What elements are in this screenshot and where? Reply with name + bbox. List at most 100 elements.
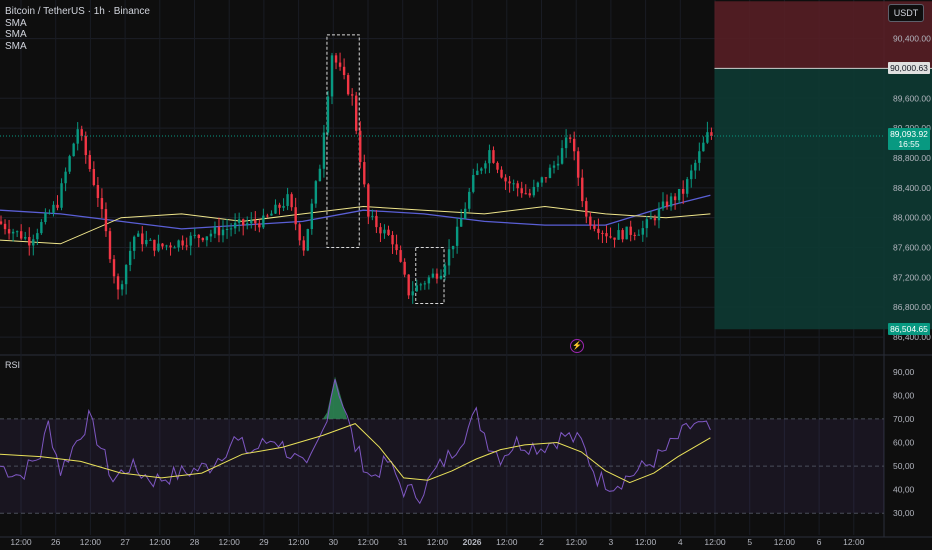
currency-button[interactable]: USDT [888, 4, 924, 22]
candle-body [524, 193, 527, 195]
price-tick-label: 86,400.00 [893, 332, 931, 342]
candle-body [149, 239, 152, 241]
rsi-tick-label: 80,00 [893, 390, 915, 400]
candle-body [201, 238, 205, 241]
candle-body [681, 188, 685, 194]
candle-body [80, 129, 83, 137]
candle-body [92, 169, 96, 186]
position-zones[interactable] [714, 1, 932, 330]
candle-body [60, 183, 63, 208]
candle-body [427, 277, 431, 284]
candle-body [520, 188, 523, 194]
candle-body [536, 182, 540, 187]
candle-body [504, 177, 507, 182]
rsi-label[interactable]: RSI [5, 360, 21, 370]
candle-body [153, 239, 156, 251]
candle-body [407, 274, 410, 296]
candle-body [443, 265, 447, 276]
candle-body [371, 215, 374, 217]
highlight-box [326, 34, 360, 249]
candle-body [213, 227, 217, 234]
symbol-title[interactable]: Bitcoin / TetherUS · 1h · Binance [5, 6, 150, 17]
sma-lines [0, 194, 711, 245]
candle-body [484, 163, 487, 169]
candle-body [209, 233, 213, 237]
candle-body [133, 236, 136, 251]
candle-body [44, 212, 47, 223]
lightning-icon[interactable]: ⚡ [570, 339, 584, 353]
candle-body [116, 276, 120, 290]
candle-body [669, 196, 673, 207]
candle-body [451, 245, 455, 250]
time-tick-label: 29 [259, 537, 269, 547]
candle-body [128, 250, 132, 266]
candle-body [581, 177, 584, 202]
candle-body [431, 273, 435, 278]
candle-body [241, 219, 245, 226]
candle-body [205, 236, 209, 241]
candle-body [577, 151, 580, 178]
sma-indicator-1[interactable]: SMA [5, 17, 27, 29]
candles [0, 52, 713, 304]
candle-body [197, 234, 200, 239]
candle-body [225, 228, 229, 230]
candle-body [694, 162, 697, 171]
candle-body [157, 243, 160, 251]
candle-body [290, 194, 293, 208]
candle-body [645, 219, 649, 229]
candle-body [52, 204, 55, 213]
candle-body [609, 236, 612, 238]
candle-body [104, 209, 108, 232]
time-tick-label: 12:00 [80, 537, 102, 547]
candle-body [169, 245, 172, 248]
candle-body [464, 208, 467, 219]
candle-body [468, 191, 471, 209]
candle-body [585, 201, 588, 217]
candle-body [64, 171, 67, 184]
sma-fast-line [0, 205, 711, 245]
candle-body [298, 224, 301, 241]
candle-body [145, 240, 148, 245]
candle-body [395, 244, 398, 251]
time-tick-label: 5 [747, 537, 752, 547]
candle-body [399, 250, 402, 262]
candle-body [36, 233, 39, 240]
candle-body [572, 138, 576, 152]
candle-body [379, 227, 382, 234]
candle-body [568, 137, 572, 139]
candle-body [508, 181, 511, 184]
rsi-ma-line [0, 423, 711, 484]
candle-body [189, 235, 192, 246]
candle-body [605, 233, 608, 237]
countdown-value: 16:55 [898, 139, 920, 150]
candle-body [419, 284, 422, 286]
candle-body [447, 249, 451, 266]
rsi-tick-label: 90,00 [893, 367, 915, 377]
time-tick-label: 4 [678, 537, 683, 547]
candle-body [439, 275, 443, 279]
candle-body [120, 284, 124, 290]
candle-body [56, 204, 59, 208]
sma-indicator-3[interactable]: SMA [5, 40, 27, 52]
candle-body [423, 283, 427, 285]
candle-body [24, 237, 27, 239]
candle-body [266, 215, 269, 217]
candle-body [459, 218, 463, 227]
candle-body [350, 94, 354, 96]
time-tick-label: 12:00 [566, 537, 588, 547]
candle-body [621, 230, 624, 240]
candle-body [72, 143, 75, 157]
candle-body [455, 226, 459, 246]
candle-body [262, 215, 265, 228]
sma-indicator-2[interactable]: SMA [5, 29, 27, 40]
candle-body [556, 163, 560, 166]
candle-body [411, 291, 414, 296]
candle-body [476, 170, 479, 176]
candle-body [552, 165, 556, 168]
candle-body [500, 169, 503, 178]
candle-body [673, 196, 677, 201]
price-tick-label: 87,200.00 [893, 272, 931, 282]
candle-body [282, 205, 285, 208]
candle-body [302, 240, 305, 251]
